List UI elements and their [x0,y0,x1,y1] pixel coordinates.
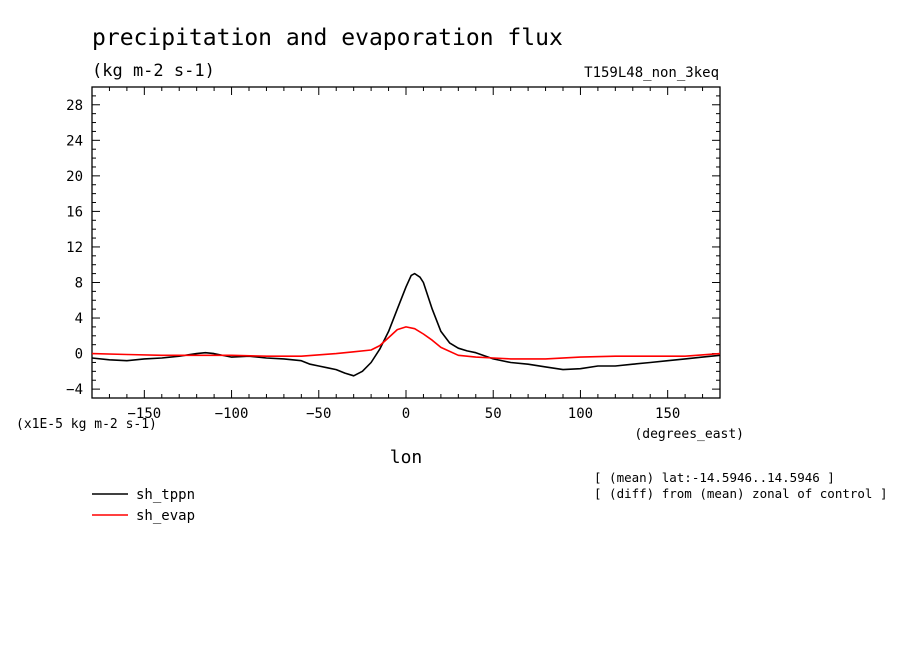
y-tick-label: 16 [66,204,83,220]
x-tick-label: 0 [402,406,410,422]
series-line-sh_tppn [91,272,721,377]
note-diff: [ (diff) from (mean) zonal of control ] [594,486,888,501]
x-units-label: (degrees_east) [634,427,744,442]
x-tick-label: −150 [127,406,161,422]
y-tick-label: 28 [66,98,83,114]
y-tick-label: 12 [66,240,83,256]
legend: sh_tppn sh_evap [92,487,195,524]
y-axis: −4 0 4 8 12 16 20 24 28 [66,86,720,399]
plot-frame [91,86,721,399]
x-tick-label: 50 [485,406,502,422]
x-axis: −150 −100 −50 0 50 100 150 [108,87,704,422]
x-tick-label: −50 [306,406,331,422]
series-line-sh_evap [91,326,721,360]
x-tick-label: 100 [568,406,593,422]
scale-label: (x1E-5 kg m-2 s-1) [16,417,157,432]
note-lat: [ (mean) lat:-14.5946..14.5946 ] [594,470,835,485]
chart-title: precipitation and evaporation flux [92,25,563,51]
experiment-label: T159L48_non_3keq [584,65,719,81]
legend-label-evap: sh_evap [136,508,195,524]
x-tick-label: −100 [215,406,249,422]
y-tick-label: −4 [66,382,83,398]
y-tick-label: 0 [75,347,83,363]
x-tick-label: 150 [655,406,680,422]
x-axis-label: lon [390,447,423,468]
legend-label-tppn: sh_tppn [136,487,195,503]
y-tick-label: 4 [75,311,83,327]
units-label: (kg m-2 s-1) [92,61,215,81]
y-tick-label: 20 [66,169,83,185]
y-tick-label: 8 [75,275,83,291]
series-lines [91,272,721,377]
y-tick-label: 24 [66,133,83,149]
